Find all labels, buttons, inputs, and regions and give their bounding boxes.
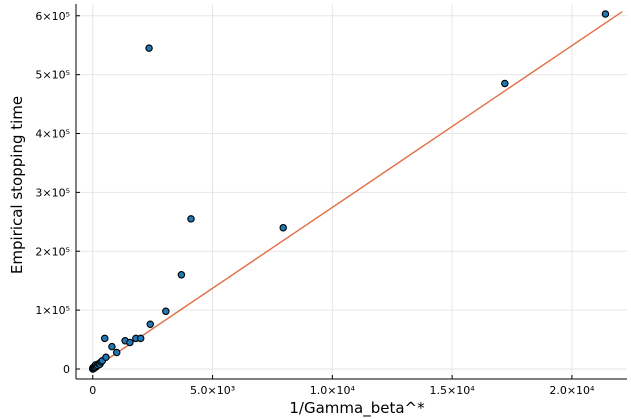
data-point: [146, 320, 155, 328]
x-axis-label: 1/Gamma_beta^*: [289, 399, 425, 418]
y-tick-label: 2×10⁵: [35, 245, 70, 258]
tick-labels: 0 5.0×10³ 1.0×10⁴ 1.5×10⁴ 2.0×10⁴ 0 1×10⁵ 2×10⁵…: [35, 10, 595, 397]
data-point: [162, 307, 170, 316]
x-tick-label: 5.0×10³: [190, 384, 235, 397]
data-point: [108, 342, 116, 351]
x-tick-label: 1.5×10⁴: [430, 384, 476, 397]
y-tick-label: 3×10⁵: [35, 186, 70, 199]
y-tick-label: 5×10⁵: [35, 69, 70, 82]
data-point: [136, 334, 145, 343]
data-point: [501, 79, 509, 88]
data-point: [177, 271, 186, 279]
data-point: [279, 223, 287, 232]
y-axis-label: Empirical stopping time: [8, 96, 26, 274]
data-point: [601, 10, 610, 18]
data-point: [187, 215, 195, 223]
x-tick-label: 0: [89, 384, 96, 397]
data-point: [145, 44, 153, 52]
y-tick-label: 0: [63, 363, 70, 376]
data-point: [112, 348, 121, 357]
data-point: [101, 334, 109, 343]
fit-line-layer: [89, 11, 623, 372]
axes: [75, 4, 627, 380]
fit-line: [89, 11, 623, 372]
y-tick-label: 4×10⁵: [35, 128, 70, 141]
y-tick-label: 6×10⁵: [35, 10, 70, 23]
data-point: [126, 338, 134, 347]
y-tick-label: 1×10⁵: [35, 304, 70, 317]
data-points: [89, 10, 610, 373]
data-point: [102, 353, 110, 361]
x-tick-label: 1.0×10⁴: [310, 384, 356, 397]
x-tick-label: 2.0×10⁴: [549, 384, 595, 397]
grid: [76, 4, 627, 379]
